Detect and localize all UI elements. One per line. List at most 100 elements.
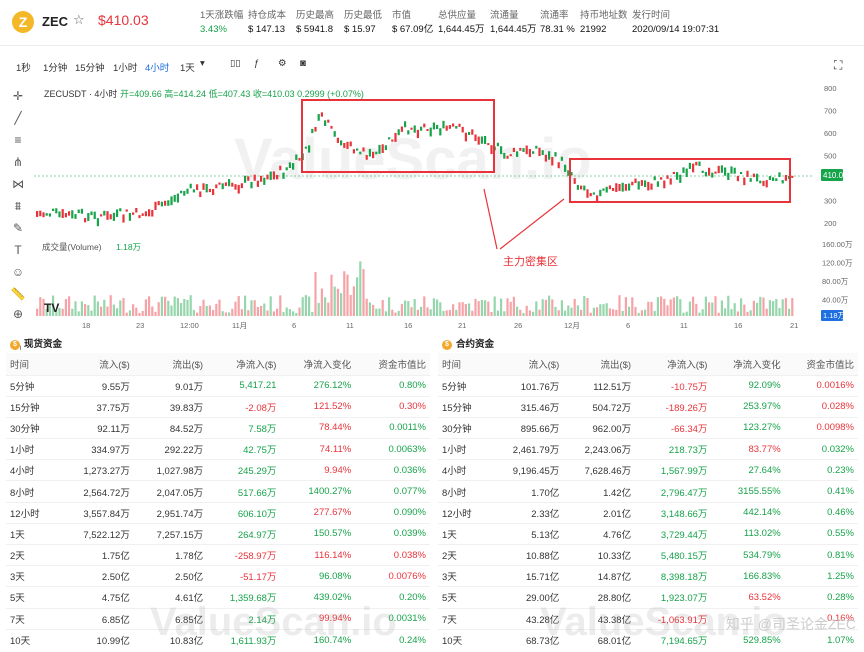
camera-icon[interactable]: ◙: [300, 58, 306, 69]
candle: [602, 188, 605, 191]
volume-bar: [250, 300, 253, 316]
indicator-icon[interactable]: ƒ: [254, 58, 260, 69]
table-cell: 10天: [6, 628, 61, 651]
price-chart[interactable]: ZECUSDT · 4小时 开=409.66 高=414.24 低=407.43…: [34, 84, 864, 334]
candle: [173, 194, 176, 202]
column-header[interactable]: 净流入($): [635, 353, 712, 375]
volume-bar: [733, 303, 736, 316]
column-header[interactable]: 净流入变化: [280, 353, 356, 375]
candle: [468, 131, 471, 135]
table-cell: 264.97万: [207, 522, 281, 545]
volume-bar: [263, 303, 266, 316]
column-header[interactable]: 资金市值比: [355, 353, 430, 375]
candle: [698, 161, 701, 166]
futures-title: $ 合约资金: [438, 337, 858, 353]
trend-line-icon[interactable]: ╱: [14, 111, 22, 125]
text-icon[interactable]: T: [14, 243, 22, 257]
table-cell: 1.25%: [784, 565, 858, 587]
table-cell: 5分钟: [6, 374, 61, 397]
volume-bar: [698, 312, 701, 316]
horizontal-lines-icon[interactable]: ≡: [14, 133, 22, 147]
candle: [490, 145, 493, 155]
table-cell: 9.55万: [60, 374, 134, 397]
column-header[interactable]: 流入($): [60, 353, 134, 375]
column-header[interactable]: 净流入($): [207, 353, 281, 375]
time-tick: 11: [680, 321, 688, 330]
column-header[interactable]: 流出($): [133, 353, 208, 375]
volume-bar: [666, 305, 669, 316]
table-cell: 529.85%: [711, 628, 785, 651]
candle: [359, 151, 362, 155]
volume-bar: [298, 307, 301, 316]
candle: [676, 172, 679, 180]
candle: [215, 184, 218, 189]
volume-bar: [528, 310, 531, 316]
pitchfork-icon[interactable]: ⋔: [12, 155, 24, 169]
coin-icon: $: [10, 340, 20, 350]
candle: [416, 129, 419, 139]
interval-1d[interactable]: 1天: [180, 63, 195, 74]
volume-bar: [253, 300, 256, 316]
chart-ticker: ZECUSDT · 4小时: [44, 88, 117, 99]
settings-icon[interactable]: ⚙: [278, 58, 287, 69]
volume-bar: [304, 295, 307, 316]
candle-type-icon[interactable]: ▯▯: [230, 58, 241, 69]
column-header[interactable]: 流出($): [563, 353, 636, 375]
candle: [356, 148, 359, 151]
zoom-icon[interactable]: ⊕: [12, 307, 24, 321]
volume-bar: [525, 305, 528, 316]
volume-bar: [714, 296, 717, 316]
volume-bar: [756, 302, 759, 316]
table-cell: 517.66万: [207, 480, 281, 503]
candle: [221, 183, 224, 190]
interval-1s[interactable]: 1秒: [16, 63, 31, 74]
candle: [176, 193, 179, 203]
fullscreen-icon[interactable]: ⛶: [834, 58, 843, 72]
candle: [253, 174, 256, 181]
brush-icon[interactable]: ✎: [12, 221, 24, 235]
candle: [605, 186, 608, 193]
volume-bar: [775, 299, 778, 316]
header-stat: 历史最高 $ 5941.8: [296, 9, 334, 37]
volume-bar: [330, 274, 333, 316]
volume-bar: [471, 310, 474, 316]
table-cell: 5.13亿: [491, 522, 564, 545]
crosshair-icon[interactable]: ✛: [12, 89, 24, 103]
interval-15m[interactable]: 15分钟: [75, 63, 105, 74]
column-header[interactable]: 时间: [6, 353, 61, 375]
ruler-icon[interactable]: 📏: [10, 287, 26, 301]
candle: [740, 171, 743, 174]
table-cell: 2.33亿: [491, 501, 564, 524]
column-header[interactable]: 时间: [438, 353, 492, 375]
volume-bar: [212, 310, 215, 316]
candle: [205, 184, 208, 193]
column-header[interactable]: 净流入变化: [711, 353, 785, 375]
volume-bar: [269, 296, 272, 316]
favorite-star-icon[interactable]: ☆: [73, 12, 85, 27]
volume-bar: [74, 301, 77, 316]
candle: [560, 156, 563, 161]
table-cell: 962.00万: [563, 416, 636, 439]
stat-value: 3.43%: [200, 24, 227, 35]
fib-icon[interactable]: ⩩: [14, 199, 22, 213]
chevron-down-icon[interactable]: ▾: [200, 58, 205, 69]
table-cell: 2,951.74万: [133, 501, 208, 524]
node-icon[interactable]: ⋈: [12, 177, 24, 191]
volume-bar: [112, 304, 115, 316]
candle: [295, 154, 298, 160]
interval-1h[interactable]: 1小时: [113, 63, 138, 74]
candle: [308, 145, 311, 153]
table-cell: 1400.27%: [280, 480, 356, 503]
emoji-icon[interactable]: ☺: [11, 265, 25, 279]
column-header[interactable]: 资金市值比: [784, 353, 858, 375]
table-cell: 43.38亿: [563, 607, 636, 630]
interval-4h[interactable]: 4小时: [145, 63, 170, 74]
interval-1m[interactable]: 1分钟: [43, 63, 68, 74]
column-header[interactable]: 流入($): [491, 353, 564, 375]
table-cell: 5,480.15万: [635, 543, 712, 566]
candle: [564, 164, 567, 172]
table-cell: 0.23%: [784, 459, 858, 481]
volume-bar: [455, 309, 458, 316]
volume-bar: [768, 300, 771, 316]
volume-bar: [557, 310, 560, 316]
